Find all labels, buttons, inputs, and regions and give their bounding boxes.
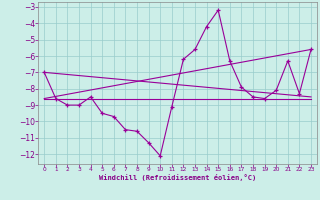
X-axis label: Windchill (Refroidissement éolien,°C): Windchill (Refroidissement éolien,°C): [99, 174, 256, 181]
